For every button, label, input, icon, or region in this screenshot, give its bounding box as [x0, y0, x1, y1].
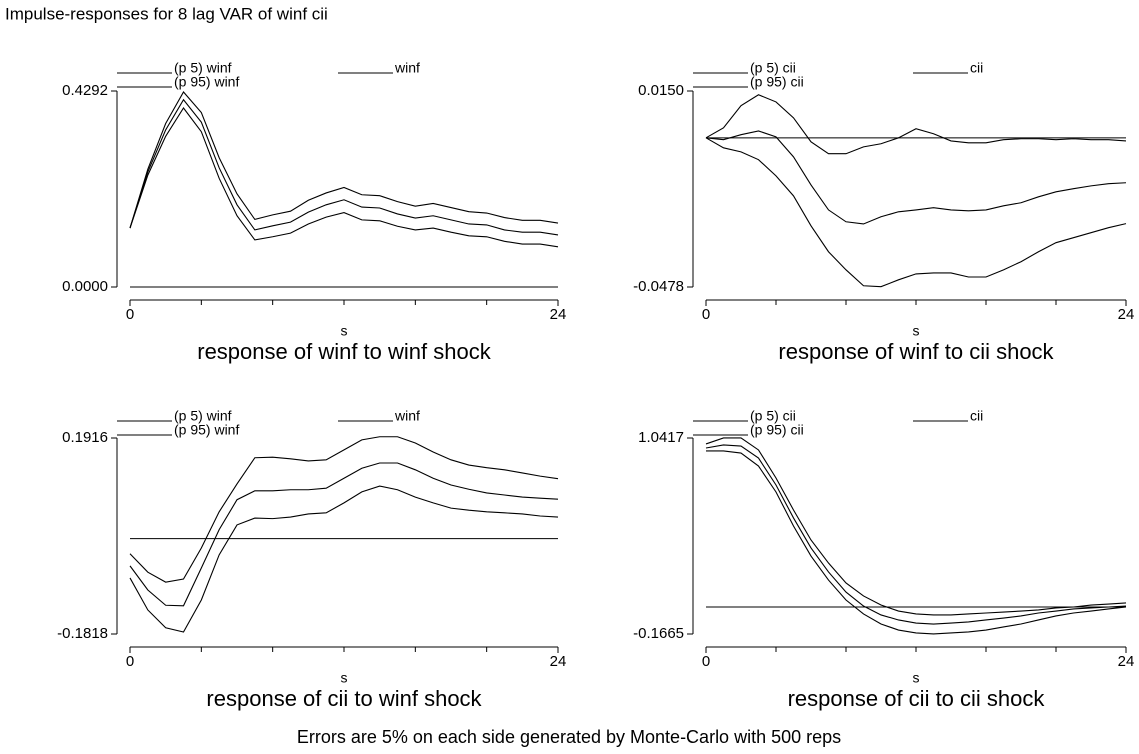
panel-title: response of cii to cii shock [788, 686, 1046, 711]
series-line [129, 485, 559, 633]
series-line [705, 130, 1127, 225]
series-line [129, 98, 559, 236]
panel-title: response of winf to cii shock [778, 339, 1054, 364]
series-line [705, 444, 1127, 625]
x-tick-label: 0 [126, 306, 134, 323]
y-tick-label: 0.1916 [62, 429, 108, 446]
y-tick-label: 0.4292 [62, 82, 108, 99]
series-line [129, 107, 559, 248]
footnote: Errors are 5% on each side generated by … [297, 727, 841, 747]
legend-label: cii [970, 60, 983, 76]
series-line [129, 462, 559, 607]
legend-label: (p 5) winf [174, 60, 232, 76]
series-line [129, 91, 559, 229]
x-tick-label: 24 [1118, 306, 1135, 323]
legend-label: (p 5) winf [174, 408, 232, 424]
y-tick-label: -0.1665 [633, 625, 684, 642]
legend-label: winf [394, 60, 420, 76]
legend-label: (p 5) cii [750, 60, 796, 76]
panel-title: response of winf to winf shock [197, 339, 491, 364]
x-axis-label: s [913, 670, 920, 686]
panel-title: response of cii to winf shock [206, 686, 482, 711]
x-axis-label: s [341, 670, 348, 686]
series-line [129, 436, 559, 583]
legend-label: (p 95) winf [174, 422, 239, 438]
series-line [705, 137, 1127, 288]
legend-label: (p 95) winf [174, 74, 239, 90]
series-line [705, 94, 1127, 155]
y-tick-label: -0.1818 [57, 625, 108, 642]
series-line [706, 450, 1127, 635]
legend-label: winf [394, 408, 420, 424]
page-title: Impulse-responses for 8 lag VAR of winf … [5, 4, 328, 23]
legend-label: (p 5) cii [750, 408, 796, 424]
series-line [705, 437, 1127, 616]
y-tick-label: 0.0000 [62, 278, 108, 295]
legend-label: cii [970, 408, 983, 424]
x-tick-label: 24 [550, 306, 567, 323]
x-tick-label: 24 [1118, 653, 1135, 670]
x-axis-label: s [913, 323, 920, 339]
x-axis-label: s [341, 323, 348, 339]
legend-label: (p 95) cii [750, 422, 804, 438]
x-tick-label: 0 [702, 306, 710, 323]
y-tick-label: 0.0150 [638, 82, 684, 99]
x-tick-label: 0 [126, 653, 134, 670]
y-tick-label: 1.0417 [638, 429, 684, 446]
x-tick-label: 24 [550, 653, 567, 670]
y-tick-label: -0.0478 [633, 278, 684, 295]
x-tick-label: 0 [702, 653, 710, 670]
legend-label: (p 95) cii [750, 74, 804, 90]
